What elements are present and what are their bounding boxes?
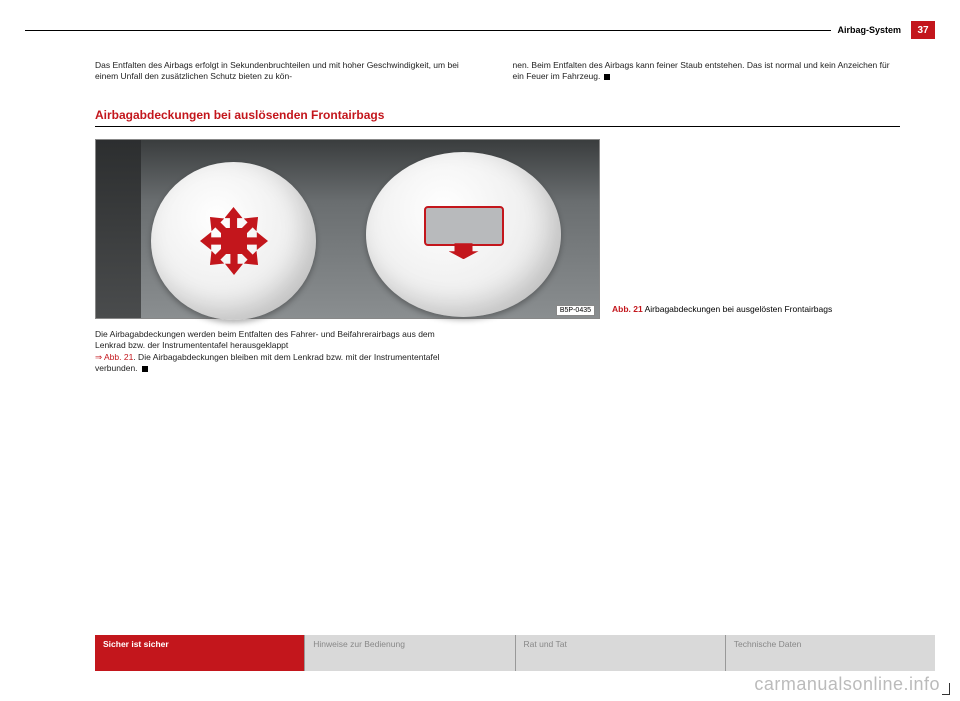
dashboard-flap: [424, 206, 504, 246]
figure-reference-link[interactable]: ⇒ Abb. 21: [95, 352, 133, 362]
intro-right-text: nen. Beim Entfalten des Airbags kann fei…: [513, 60, 890, 81]
intro-columns: Das Entfalten des Airbags erfolgt in Sek…: [95, 60, 900, 83]
intro-left: Das Entfalten des Airbags erfolgt in Sek…: [95, 60, 483, 83]
tab-sicher[interactable]: Sicher ist sicher: [95, 635, 305, 671]
intro-right: nen. Beim Entfalten des Airbags kann fei…: [513, 60, 901, 83]
figure-caption-label: Abb. 21: [612, 304, 643, 314]
figure-row: B5P-0435 Abb. 21 Airbagabdeckungen bei a…: [95, 139, 900, 319]
steering-wheel-cover: [199, 206, 269, 276]
figure-caption: Abb. 21 Airbagabdeckungen bei ausgelöste…: [612, 304, 852, 319]
driver-airbag-illustration: [151, 162, 316, 320]
watermark: carmanualsonline.info: [754, 674, 940, 695]
corner-mark-icon: [942, 683, 950, 695]
figure-caption-text: Airbagabdeckungen bei ausgelösten Fronta…: [645, 304, 833, 314]
section-rule: [95, 126, 900, 127]
figure-illustration: B5P-0435: [95, 139, 600, 319]
post-figure-line1: Die Airbagabdeckungen werden beim Entfal…: [95, 329, 435, 350]
footer-tabs: Sicher ist sicher Hinweise zur Bedienung…: [95, 635, 935, 671]
end-mark-icon: [604, 74, 610, 80]
main-content: Das Entfalten des Airbags erfolgt in Sek…: [95, 60, 900, 375]
page-number: 37: [911, 21, 935, 39]
header-section-title: Airbag-System: [831, 25, 911, 35]
steering-hub-icon: [221, 228, 247, 254]
deploy-arrow-icon: [449, 243, 479, 259]
intro-left-text: Das Entfalten des Airbags erfolgt in Sek…: [95, 60, 459, 81]
dashboard-left-panel: [96, 140, 141, 318]
passenger-airbag-illustration: [366, 152, 561, 317]
end-mark-icon: [142, 366, 148, 372]
figure-code: B5P-0435: [556, 305, 595, 316]
tab-rat[interactable]: Rat und Tat: [516, 635, 726, 671]
page-header: Airbag-System 37: [831, 21, 935, 39]
post-figure-text: Die Airbagabdeckungen werden beim Entfal…: [95, 329, 465, 375]
section-title: Airbagabdeckungen bei auslösenden Fronta…: [95, 108, 900, 122]
tab-technische[interactable]: Technische Daten: [726, 635, 935, 671]
tab-hinweise[interactable]: Hinweise zur Bedienung: [305, 635, 515, 671]
